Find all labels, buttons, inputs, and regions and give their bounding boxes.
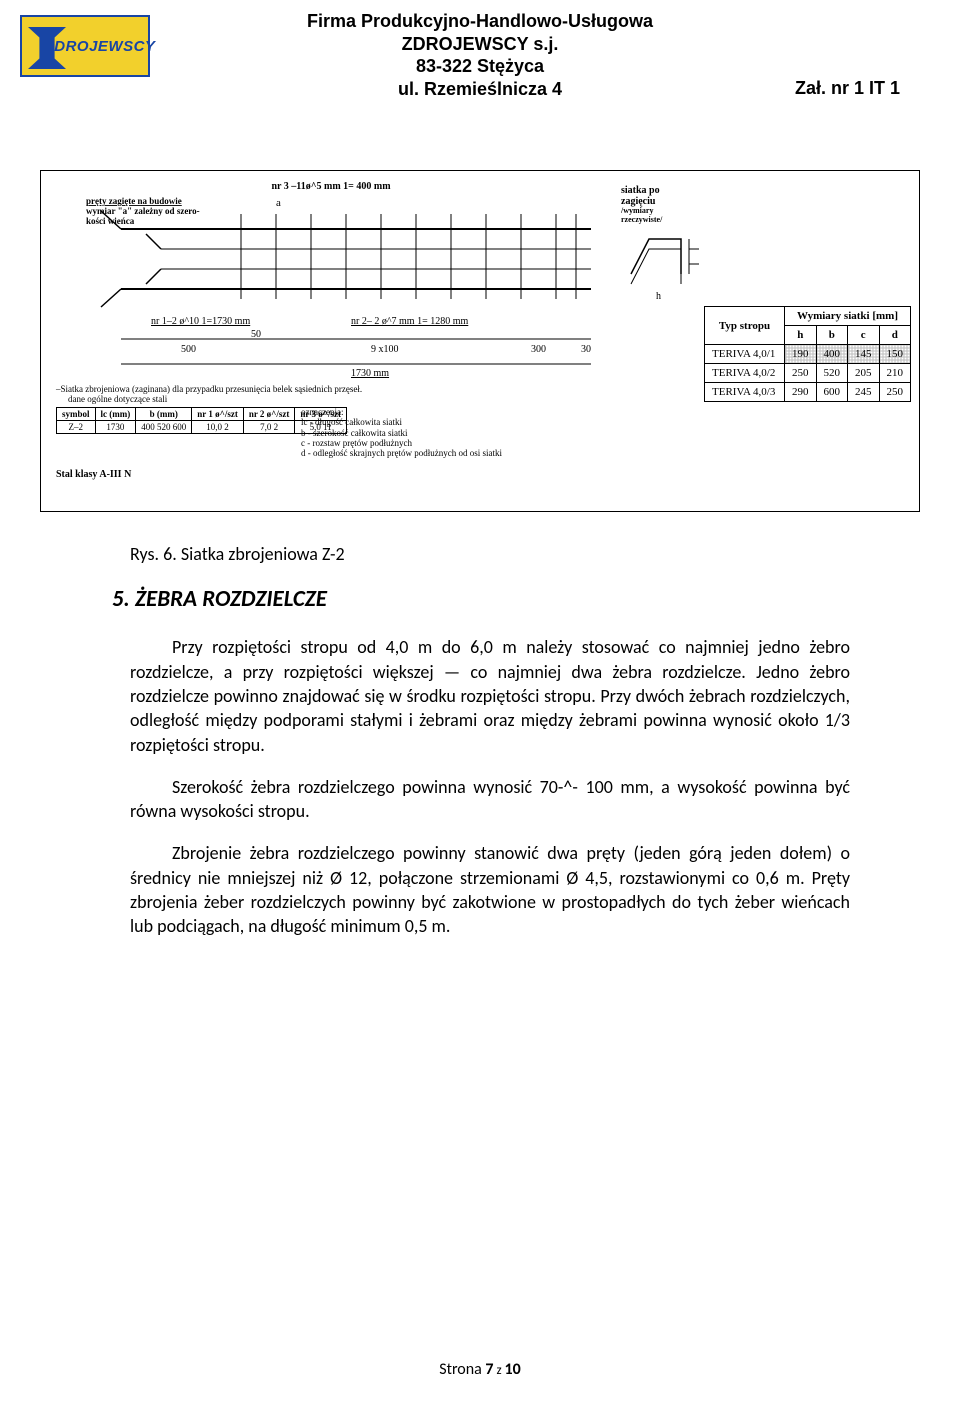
footer-label: z [494, 1363, 505, 1378]
th: nr 1 ø^/szt [192, 408, 244, 421]
table-row: TERIVA 4,0/3 290 600 245 250 [705, 383, 911, 402]
page-number: 7 [485, 1360, 493, 1379]
table-row: TERIVA 4,0/1 190 400 145 150 [705, 345, 911, 364]
td: 250 [785, 364, 817, 383]
figure-caption: Rys. 6. Siatka zbrojeniowa Z-2 [130, 542, 850, 566]
td: 190 [785, 345, 817, 364]
svg-text:h: h [656, 291, 661, 302]
company-logo: ZDROJEWSCY [20, 15, 150, 77]
legend-title: oznaczenia: [301, 407, 502, 417]
legend-line: b - szerokość całkowita siatki [301, 428, 502, 438]
side-line: rzeczywiste/ [621, 216, 711, 225]
td: 290 [785, 383, 817, 402]
td: 1730 [95, 421, 136, 434]
page-header: ZDROJEWSCY Firma Produkcyjno-Handlowo-Us… [0, 0, 960, 110]
td: 520 [816, 364, 848, 383]
section-number: 5. [112, 585, 130, 613]
th: b [816, 326, 848, 345]
company-block: Firma Produkcyjno-Handlowo-Usługowa ZDRO… [50, 10, 910, 100]
td: Z–2 [57, 421, 96, 434]
td: TERIVA 4,0/3 [705, 383, 785, 402]
note: dane ogólne dotyczące stali [68, 394, 611, 404]
table-row: TERIVA 4,0/2 250 520 205 210 [705, 364, 911, 383]
td: 600 [816, 383, 848, 402]
mesh-diagram: nr 3 –11ø^5 mm 1= 400 mm pręty zagięte n… [51, 179, 611, 499]
th: symbol [57, 408, 96, 421]
th: Wymiary siatki [mm] [785, 307, 911, 326]
dim-label: 30 [581, 344, 591, 355]
page-total: 10 [505, 1360, 521, 1379]
diagram-notes: –Siatka zbrojeniowa (zaginana) dla przyp… [56, 384, 611, 405]
th: nr 2 ø^/szt [243, 408, 295, 421]
dim-label: 300 [531, 344, 546, 355]
dim-label: 50 [251, 329, 261, 340]
paragraph: Szerokość żebra rozdzielczego powinna wy… [130, 775, 850, 824]
dim-label: 9 x100 [371, 344, 399, 355]
dim-label: nr 1–2 ø^10 1=1730 mm [151, 316, 250, 327]
figure-box: nr 3 –11ø^5 mm 1= 400 mm pręty zagięte n… [40, 170, 920, 512]
td: 145 [848, 345, 880, 364]
company-line: Firma Produkcyjno-Handlowo-Usługowa [50, 10, 910, 33]
note: kości wieńca [86, 216, 135, 226]
legend-line: lc - długość całkowita siatki [301, 417, 502, 427]
logo-text: ZDROJEWSCY [45, 38, 156, 55]
td: TERIVA 4,0/1 [705, 345, 785, 364]
page-footer: Strona 7 z 10 [0, 1360, 960, 1379]
paragraph: Przy rozpiętości stropu od 4,0 m do 6,0 … [130, 635, 850, 756]
section-svg: h [621, 229, 711, 309]
td: 250 [879, 383, 911, 402]
dim-label: a [276, 197, 281, 209]
dim-label: nr 3 –11ø^5 mm 1= 400 mm [271, 181, 391, 192]
section-title-text: ŻEBRA ROZDZIELCZE [135, 585, 327, 613]
td: 10,0 2 [192, 421, 244, 434]
td: TERIVA 4,0/2 [705, 364, 785, 383]
side-diagram-label: siatka po zagięciu /wymiary rzeczywiste/… [621, 185, 711, 312]
th: lc (mm) [95, 408, 136, 421]
company-line: ZDROJEWSCY s.j. [50, 33, 910, 56]
dim-label: nr 2– 2 ø^7 mm 1= 1280 mm [351, 316, 468, 327]
legend-block: oznaczenia: lc - długość całkowita siatk… [301, 407, 502, 459]
legend-line: c - rozstaw prętów podłużnych [301, 438, 502, 448]
dim-label: 500 [181, 344, 196, 355]
td: 7,0 2 [243, 421, 295, 434]
th: d [879, 326, 911, 345]
paragraph: Zbrojenie żebra rozdzielczego powinny st… [130, 841, 850, 938]
company-line: ul. Rzemieślnicza 4 [50, 78, 910, 101]
note: wymiar "a" zależny od szero- [86, 206, 200, 216]
footer-label: Strona [439, 1360, 485, 1379]
section-heading: 5. ŻEBRA ROZDZIELCZE [112, 584, 850, 615]
td: 205 [848, 364, 880, 383]
dim-label: 1730 mm [351, 368, 389, 379]
th: Typ stropu [705, 307, 785, 345]
steel-class: Stal klasy A-III N [56, 469, 131, 480]
td: 400 [816, 345, 848, 364]
td: 245 [848, 383, 880, 402]
th: c [848, 326, 880, 345]
body-content: Rys. 6. Siatka zbrojeniowa Z-2 5. ŻEBRA … [0, 512, 960, 939]
note: –Siatka zbrojeniowa (zaginana) dla przyp… [56, 384, 611, 394]
mesh-dimensions-table: Typ stropu Wymiary siatki [mm] h b c d T… [704, 306, 911, 402]
th: h [785, 326, 817, 345]
td: 210 [879, 364, 911, 383]
company-line: 83-322 Stężyca [50, 55, 910, 78]
th: b (mm) [136, 408, 192, 421]
td: 400 520 600 [136, 421, 192, 434]
note: pręty zagięte na budowie [86, 196, 182, 206]
legend-line: d - odległość skrajnych prętów podłużnyc… [301, 448, 502, 458]
attachment-label: Zał. nr 1 IT 1 [795, 78, 900, 99]
side-line: siatka po [621, 185, 711, 196]
td: 150 [879, 345, 911, 364]
table-row: Typ stropu Wymiary siatki [mm] [705, 307, 911, 326]
